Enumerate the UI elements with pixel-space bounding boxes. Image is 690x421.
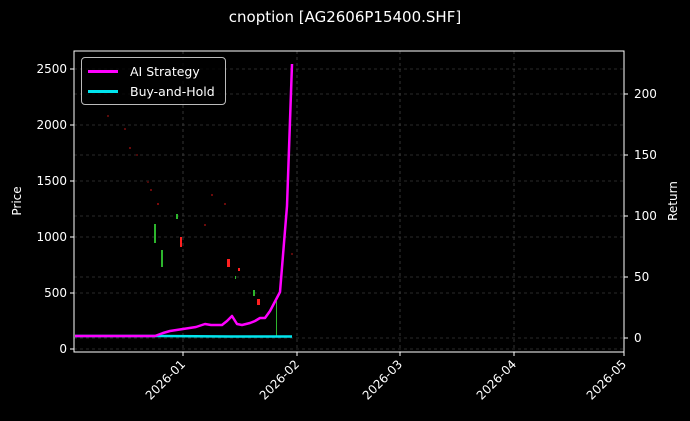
left-tick: 1000 (36, 230, 67, 244)
left-tick: 2000 (36, 118, 67, 132)
x-tick: 2026-03 (360, 357, 405, 402)
x-tick: 2026-01 (143, 357, 188, 402)
x-tick: 2026-02 (257, 357, 302, 402)
legend-label: AI Strategy (130, 63, 200, 79)
legend-label: Buy-and-Hold (130, 83, 215, 99)
left-axis-label: Price (10, 186, 24, 215)
x-tick: 2026-05 (584, 357, 629, 402)
x-tick: 2026-04 (474, 357, 519, 402)
right-axis-label: Return (666, 181, 680, 221)
right-tick: 100 (634, 209, 657, 223)
legend-item-buy-and-hold: Buy-and-Hold (88, 82, 215, 100)
price-candles (107, 115, 293, 337)
left-tick: 0 (59, 342, 67, 356)
ai-strategy-line (75, 63, 294, 338)
right-tick: 0 (634, 331, 642, 345)
legend-item-ai-strategy: AI Strategy (88, 62, 200, 80)
right-tick: 200 (634, 87, 657, 101)
chart-title: cnoption [AG2606P15400.SHF] (228, 8, 462, 26)
left-axis-ticks: 0 500 1000 1500 2000 2500 (36, 62, 67, 356)
right-tick: 150 (634, 148, 657, 162)
right-axis-ticks: 0 50 100 150 200 (634, 87, 657, 345)
left-tick: 2500 (36, 62, 67, 76)
left-tick: 500 (44, 286, 67, 300)
legend: AI Strategy Buy-and-Hold (81, 57, 226, 105)
left-tick: 1500 (36, 174, 67, 188)
ai-strategy-swatch-icon (88, 69, 118, 73)
x-axis-ticks: 2026-01 2026-02 2026-03 2026-04 2026-05 (143, 357, 629, 402)
buy-and-hold-swatch-icon (88, 89, 118, 93)
plot-frame (73, 50, 625, 353)
right-tick: 50 (634, 270, 649, 284)
